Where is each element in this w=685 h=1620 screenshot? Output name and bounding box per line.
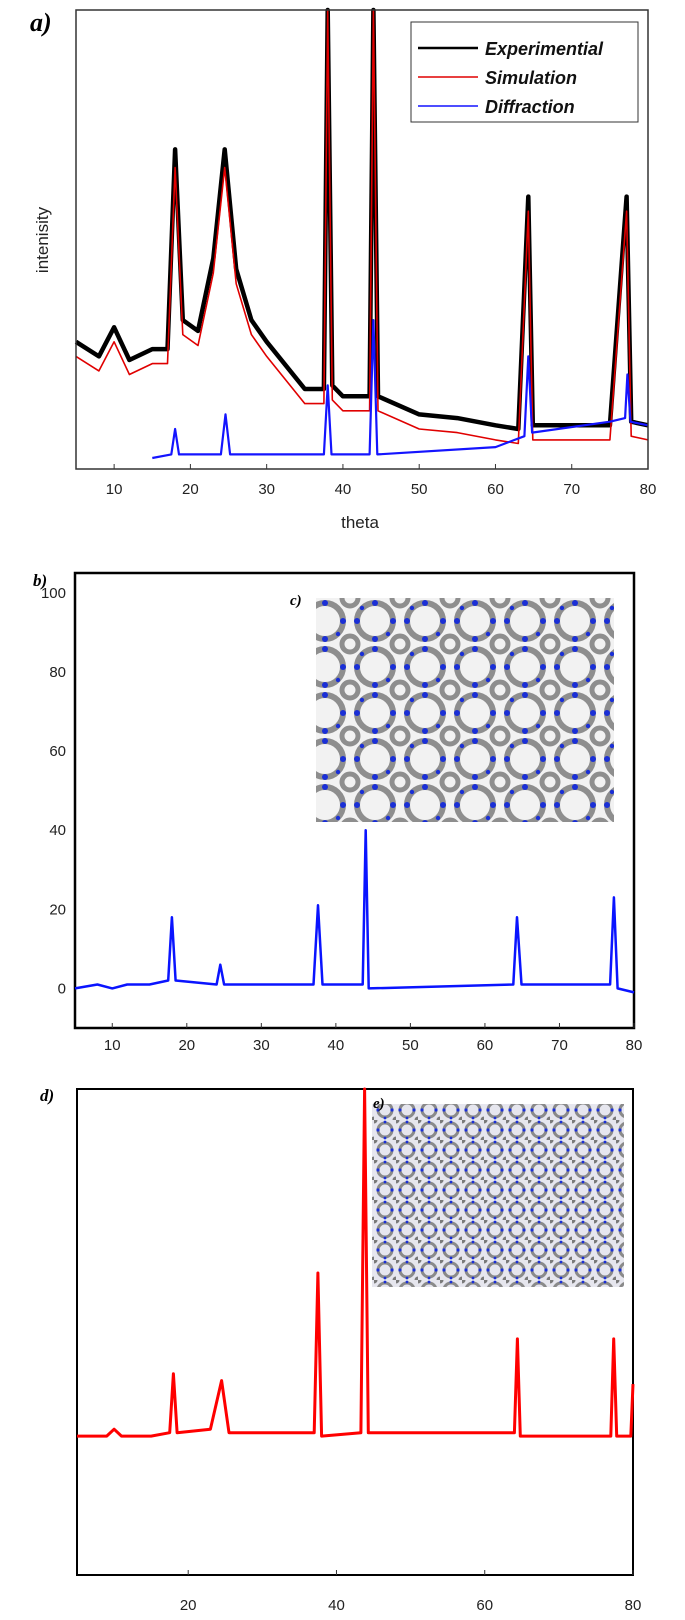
panel-a-frame [75, 9, 649, 470]
panel-a: 10 20 30 40 50 60 70 80 theta intenisity Experi… [33, 7, 657, 532]
panel-b-yticks: 0 20 40 60 80 100 [41, 585, 66, 998]
panel-b-series [74, 828, 635, 994]
panel-b-frame [73, 571, 636, 1030]
panel-b-ytick-label: 0 [58, 980, 66, 997]
legend-label-experimential: Experimential [485, 39, 604, 59]
panel-b-ytick-label: 60 [49, 743, 66, 760]
panel-d-frame [76, 1088, 634, 1576]
panel-b-ytick-label: 20 [49, 901, 66, 918]
panel-d-xtick-label: 40 [328, 1597, 345, 1614]
panel-b-xtick-label: 30 [253, 1037, 270, 1054]
panel-b-ytick-label: 80 [49, 664, 66, 681]
panel-a-xtick-label: 20 [182, 481, 199, 498]
panel-d-series-line [77, 1087, 635, 1438]
panel-b-letter: b) [33, 571, 47, 590]
panel-d-xtick-label: 60 [476, 1597, 493, 1614]
legend-label-diffraction: Diffraction [485, 97, 575, 117]
panel-a-xtick-label: 50 [411, 481, 428, 498]
panel-a-xtick-label: 60 [487, 481, 504, 498]
panel-b-xtick-label: 20 [178, 1037, 195, 1054]
panel-b-xtick-label: 40 [328, 1037, 345, 1054]
panel-a-xtick-label: 80 [640, 481, 657, 498]
panel-d-xticks: 20 40 60 80 [180, 1570, 641, 1614]
panel-a-ylabel: intenisity [33, 206, 52, 273]
inset-e-image [372, 1104, 624, 1287]
panel-a-xtick-label: 40 [335, 481, 352, 498]
panel-b-xtick-label: 50 [402, 1037, 419, 1054]
panel-a-xtick-label: 70 [563, 481, 580, 498]
inset-c-image [316, 598, 614, 822]
panel-b-xtick-label: 80 [626, 1037, 643, 1054]
panel-b-xtick-label: 60 [477, 1037, 494, 1054]
panel-b-series-line [74, 828, 635, 994]
panel-d-xtick-label: 20 [180, 1597, 197, 1614]
panel-b: c) 10 20 30 40 50 60 70 80 0 20 40 60 80 100 [41, 571, 642, 1054]
panel-b-ytick-label: 40 [49, 822, 66, 839]
panel-a-letter: a) [30, 8, 52, 37]
series-diffraction-line [152, 319, 649, 460]
panel-a-xlabel: theta [341, 513, 379, 532]
inset-e-letter: e) [373, 1096, 385, 1112]
panel-b-xtick-label: 10 [104, 1037, 121, 1054]
panel-d-letter: d) [40, 1086, 54, 1105]
panel-d-series [77, 1087, 635, 1438]
panel-a-xtick-label: 30 [258, 481, 275, 498]
panel-d-xtick-label: 80 [625, 1597, 642, 1614]
legend-label-simulation: Simulation [485, 68, 577, 88]
panel-b-xticks: 10 20 30 40 50 60 70 80 [104, 1023, 642, 1054]
panel-b-ytick-label: 100 [41, 585, 66, 602]
panel-a-xticks: 10 20 30 40 50 60 70 80 [106, 464, 657, 498]
panel-d: e) 20 40 60 80 [76, 1087, 641, 1614]
panel-a-legend: Experimential Simulation Diffraction [410, 21, 639, 123]
panel-a-xtick-label: 10 [106, 481, 123, 498]
inset-c-letter: c) [290, 593, 302, 609]
panel-b-xtick-label: 70 [551, 1037, 568, 1054]
